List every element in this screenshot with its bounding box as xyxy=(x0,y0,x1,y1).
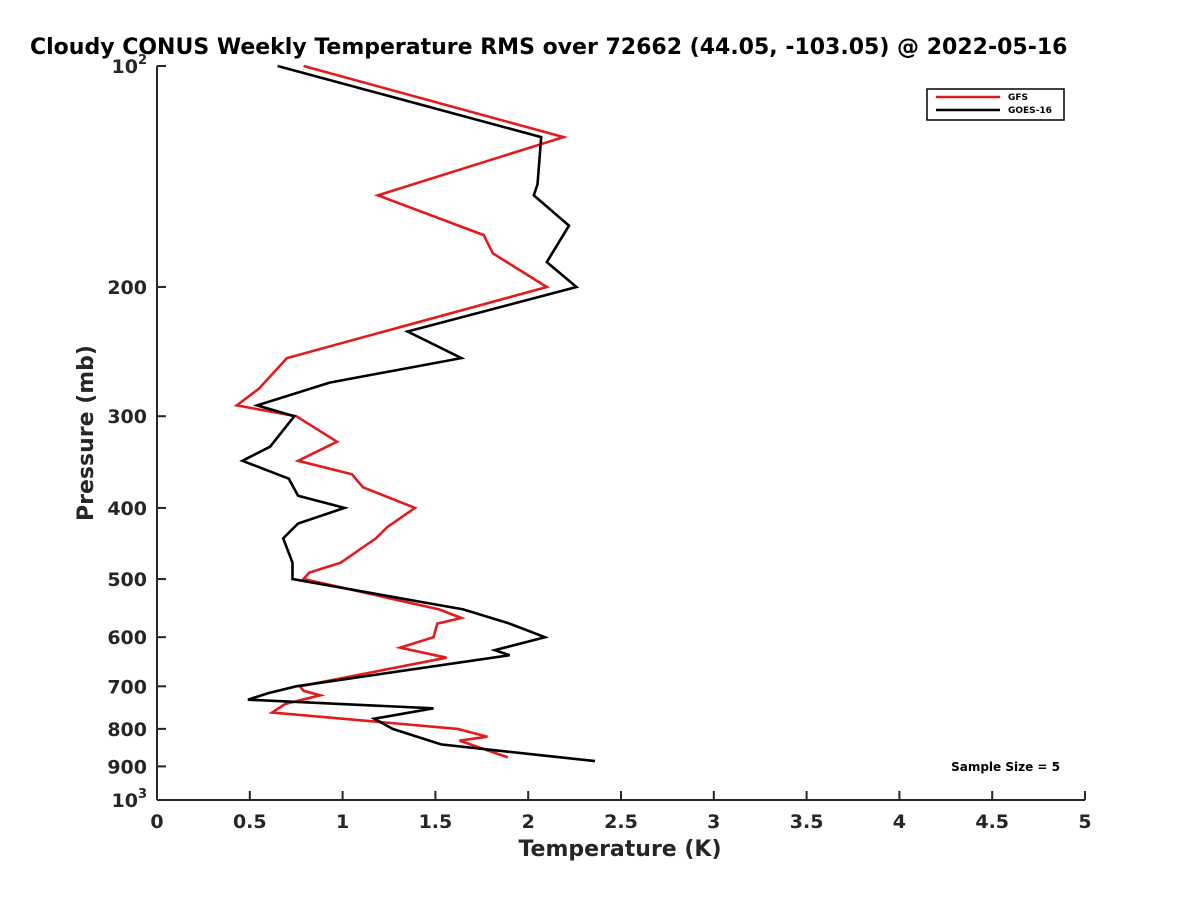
x-tick-label: 4.5 xyxy=(975,811,1009,833)
legend-label-gfs: GFS xyxy=(1008,93,1028,103)
series-line-goes16 xyxy=(239,64,596,763)
y-tick-label: 700 xyxy=(107,676,147,698)
series-line-gfs xyxy=(233,64,569,759)
axes: 0 0.5 1 1.5 2 2.5 3 3.5 4 4.5 5 102 200 300 400 500 600 7… xyxy=(107,53,1091,833)
x-tick-label: 4 xyxy=(893,811,906,833)
chart-title: Cloudy CONUS Weekly Temperature RMS over… xyxy=(30,35,1067,60)
y-tick-label: 500 xyxy=(107,569,147,591)
y-tick-label: 103 xyxy=(112,787,148,812)
x-tick-label: 5 xyxy=(1078,811,1091,833)
x-tick-label: 0.5 xyxy=(233,811,267,833)
x-tick-label: 2 xyxy=(522,811,535,833)
legend-label-goes16: GOES-16 xyxy=(1008,106,1052,116)
x-tick-label: 0 xyxy=(150,811,163,833)
sample-size-annotation: Sample Size = 5 xyxy=(951,760,1060,774)
x-tick-label: 3 xyxy=(707,811,720,833)
y-tick-label: 800 xyxy=(107,719,147,741)
y-tick-label: 102 xyxy=(112,53,148,78)
legend: GFS GOES-16 xyxy=(926,88,1065,121)
x-tick-label: 1.5 xyxy=(419,811,453,833)
y-tick-label: 200 xyxy=(107,277,147,299)
legend-box xyxy=(926,88,1065,121)
y-tick-label: 300 xyxy=(107,406,147,428)
y-axis-label: Pressure (mb) xyxy=(74,345,99,521)
x-tick-label: 1 xyxy=(336,811,349,833)
x-axis-label: Temperature (K) xyxy=(518,837,721,862)
x-tick-label: 3.5 xyxy=(790,811,824,833)
y-tick-label: 600 xyxy=(107,627,147,649)
y-tick-label: 400 xyxy=(107,498,147,520)
y-tick-label: 900 xyxy=(107,756,147,778)
x-tick-label: 2.5 xyxy=(604,811,638,833)
series-group xyxy=(233,64,596,763)
